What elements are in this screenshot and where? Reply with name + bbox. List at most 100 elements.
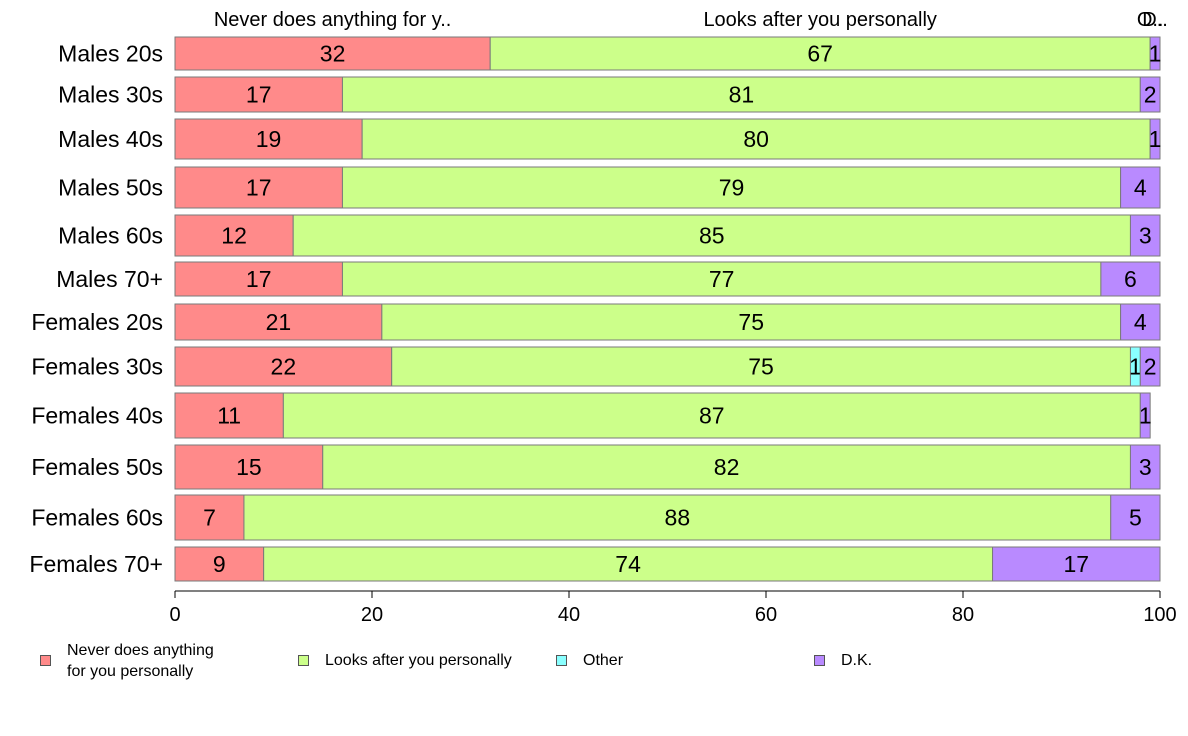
bar-segment bbox=[174, 346, 393, 387]
category-label: Females 50s bbox=[31, 454, 163, 480]
data-label: 11 bbox=[217, 403, 241, 429]
x-tick-label: 20 bbox=[361, 604, 383, 626]
legend-label: Never does anything for you personally bbox=[67, 642, 214, 680]
category-label: Females 40s bbox=[31, 403, 163, 429]
data-label: 82 bbox=[714, 454, 740, 480]
bar-segment bbox=[1129, 214, 1161, 257]
bar-segment bbox=[1100, 261, 1161, 297]
data-label: 75 bbox=[738, 309, 764, 335]
data-label: 1 bbox=[1139, 403, 1152, 429]
chart-legend: Never does anything for you personally Lo… bbox=[0, 640, 1188, 690]
data-label: 88 bbox=[665, 505, 691, 531]
data-label: 17 bbox=[246, 266, 272, 292]
bar-segment bbox=[381, 303, 1122, 341]
bar-segment bbox=[174, 76, 343, 113]
bar-segment bbox=[174, 444, 324, 490]
bar-segment bbox=[341, 166, 1122, 209]
bar-segment bbox=[361, 118, 1151, 160]
bar-segment bbox=[282, 392, 1141, 439]
bar-segment bbox=[341, 261, 1102, 297]
data-label: 79 bbox=[719, 175, 745, 201]
category-label: Females 20s bbox=[31, 309, 163, 335]
bar-segment bbox=[263, 546, 994, 582]
data-label: 3 bbox=[1139, 454, 1152, 480]
category-label: Females 60s bbox=[31, 505, 163, 531]
bar-segment bbox=[174, 166, 343, 209]
data-label: 17 bbox=[246, 175, 272, 201]
category-label: Males 20s bbox=[58, 41, 163, 67]
data-label: 85 bbox=[699, 223, 725, 249]
data-label: 17 bbox=[246, 82, 272, 108]
data-label: 2 bbox=[1144, 354, 1157, 380]
legend-swatch bbox=[40, 655, 51, 666]
data-label: 75 bbox=[748, 354, 774, 380]
data-label: 6 bbox=[1124, 266, 1137, 292]
data-label: 87 bbox=[699, 403, 725, 429]
data-label: 81 bbox=[729, 82, 755, 108]
legend-label: Looks after you personally bbox=[325, 652, 512, 669]
x-tick-label: 100 bbox=[1143, 604, 1176, 626]
bar-segment bbox=[992, 546, 1161, 582]
x-tick-label: 80 bbox=[952, 604, 974, 626]
category-label: Males 70+ bbox=[56, 266, 163, 292]
legend-item: Other bbox=[556, 650, 623, 671]
x-tick-label: 0 bbox=[169, 604, 180, 626]
data-label: 80 bbox=[743, 126, 769, 152]
legend-item: Never does anything for you personally bbox=[40, 640, 214, 682]
bar-segment bbox=[174, 494, 245, 541]
x-tick-label: 40 bbox=[558, 604, 580, 626]
bar-segment bbox=[1139, 76, 1161, 113]
category-label: Females 70+ bbox=[29, 551, 163, 577]
data-label: 67 bbox=[807, 41, 833, 67]
stacked-bar-chart: Never does anything for y.. Looks after y… bbox=[29, 9, 1176, 626]
bar-segment bbox=[1139, 392, 1151, 439]
bar-segment bbox=[1139, 346, 1161, 387]
data-label: 5 bbox=[1129, 505, 1142, 531]
data-label: 17 bbox=[1063, 551, 1089, 577]
series-top-label: Looks after you personally bbox=[703, 9, 936, 31]
data-label: 2 bbox=[1144, 82, 1157, 108]
data-label: 22 bbox=[271, 354, 297, 380]
data-label: 12 bbox=[221, 223, 247, 249]
bar-segment bbox=[1149, 118, 1161, 160]
series-top-label: D.. bbox=[1142, 9, 1168, 31]
data-label: 19 bbox=[256, 126, 282, 152]
bar-segment bbox=[174, 118, 363, 160]
data-label: 77 bbox=[709, 266, 735, 292]
category-label: Males 40s bbox=[58, 126, 163, 152]
data-label: 15 bbox=[236, 454, 262, 480]
legend-item: Looks after you personally bbox=[298, 650, 512, 671]
legend-label: Other bbox=[583, 652, 624, 669]
legend-item: D.K. bbox=[814, 650, 872, 671]
legend-label: D.K. bbox=[841, 652, 873, 669]
category-label: Males 60s bbox=[58, 223, 163, 249]
x-tick-label: 60 bbox=[755, 604, 777, 626]
bar-segment bbox=[174, 261, 343, 297]
legend-swatch bbox=[298, 655, 309, 666]
legend-swatch bbox=[814, 655, 825, 666]
bar-segment bbox=[1149, 36, 1161, 71]
data-label: 3 bbox=[1139, 223, 1152, 249]
series-top-label: O.. bbox=[1137, 9, 1164, 31]
bar-segment bbox=[174, 303, 383, 341]
data-label: 7 bbox=[203, 505, 216, 531]
data-label: 1 bbox=[1149, 41, 1162, 67]
bar-segment bbox=[292, 214, 1131, 257]
category-label: Males 50s bbox=[58, 175, 163, 201]
legend-swatch bbox=[556, 655, 567, 666]
data-label: 74 bbox=[615, 551, 641, 577]
data-label: 4 bbox=[1134, 309, 1147, 335]
bar-segment bbox=[1129, 444, 1161, 490]
data-label: 1 bbox=[1129, 354, 1142, 380]
series-top-label: Never does anything for y.. bbox=[214, 9, 452, 31]
bar-segment bbox=[341, 76, 1141, 113]
data-label: 9 bbox=[213, 551, 226, 577]
bar-segment bbox=[489, 36, 1151, 71]
bar-segment bbox=[391, 346, 1131, 387]
data-label: 21 bbox=[266, 309, 292, 335]
bar-segment bbox=[1120, 166, 1161, 209]
bar-segment bbox=[1120, 303, 1161, 341]
data-label: 1 bbox=[1149, 126, 1162, 152]
bar-segment bbox=[1110, 494, 1161, 541]
category-label: Females 30s bbox=[31, 354, 163, 380]
